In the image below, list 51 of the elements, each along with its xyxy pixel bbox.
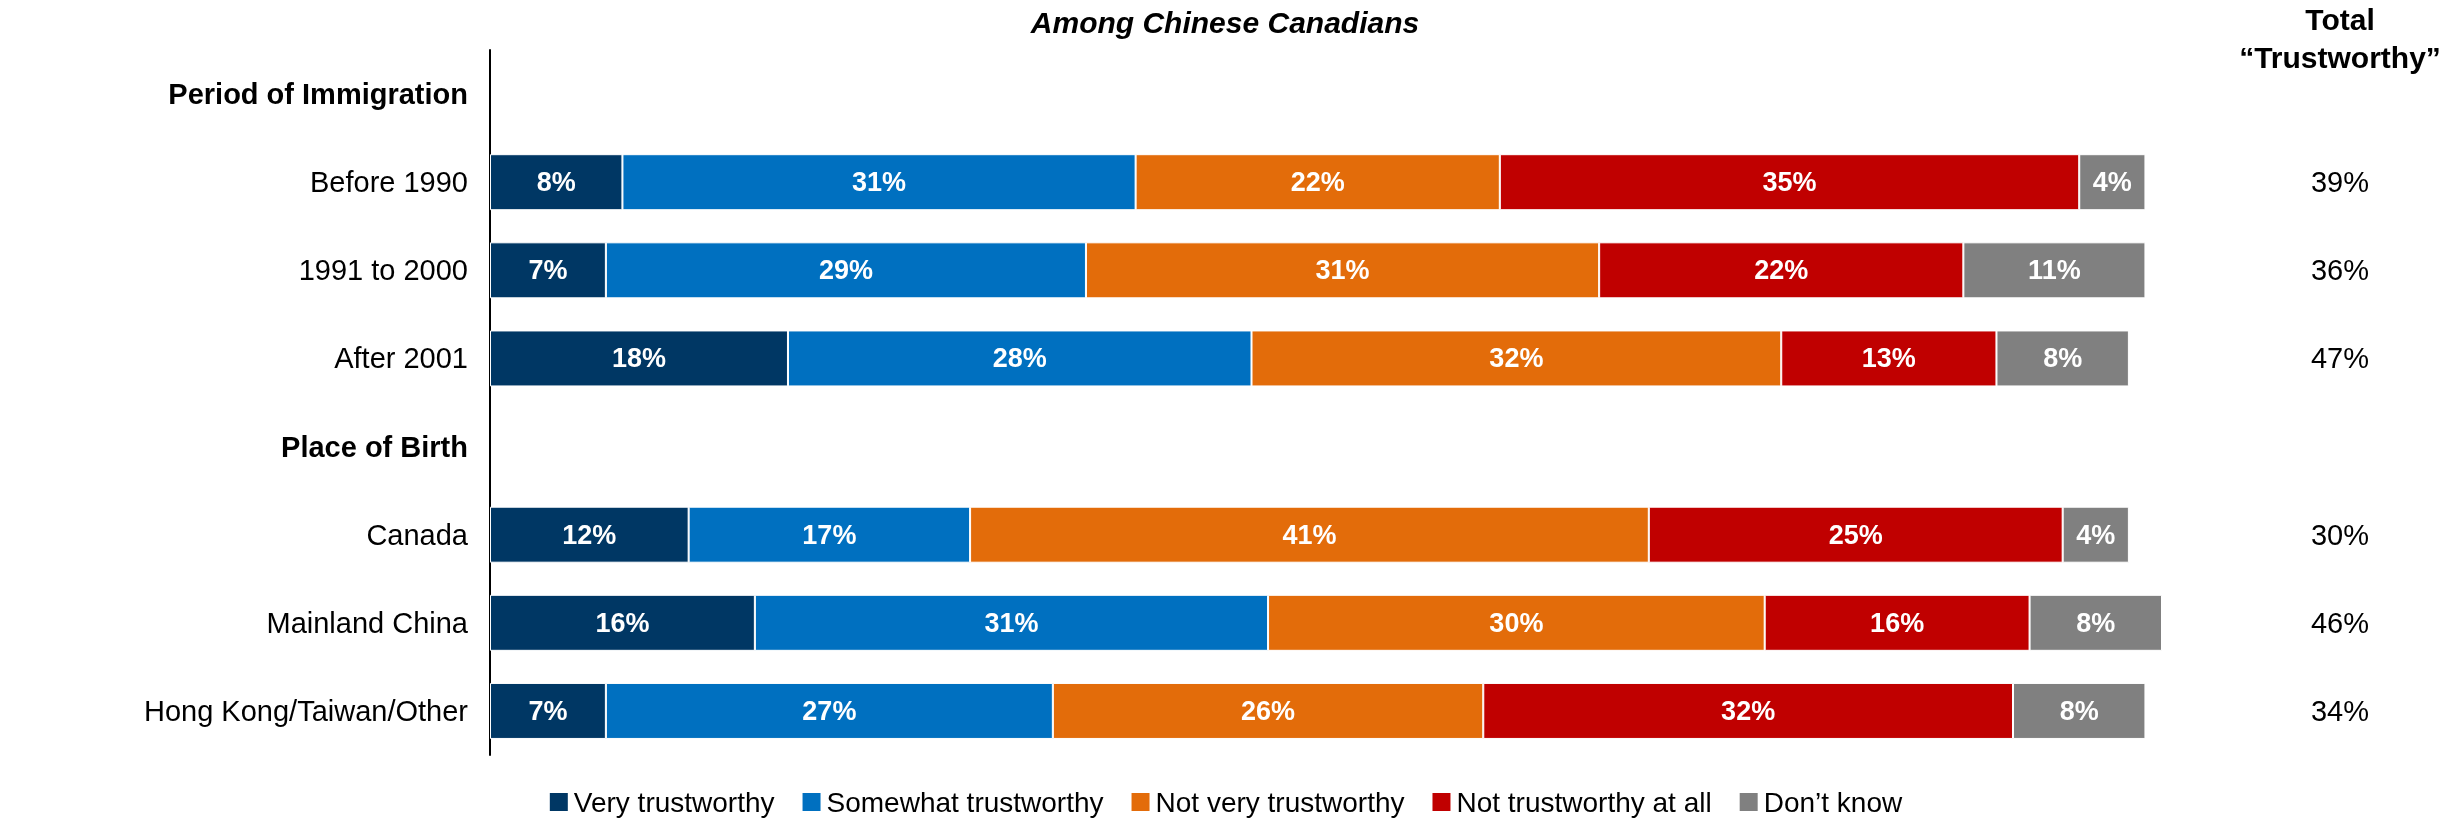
data-label: 26%	[1241, 695, 1296, 726]
data-label: 28%	[992, 343, 1047, 374]
data-label: 4%	[2092, 167, 2132, 198]
legend-label: Very trustworthy	[573, 786, 775, 818]
data-label: 8%	[536, 167, 576, 198]
y-tick-label: 1991 to 2000	[298, 254, 468, 287]
y-tick-label: Canada	[366, 518, 469, 551]
text: 30%	[2310, 518, 2370, 551]
text: 39%	[2310, 166, 2370, 199]
data-label: 35%	[1762, 167, 1817, 198]
data-label: 22%	[1754, 255, 1809, 286]
data-label: 18%	[611, 343, 667, 374]
y-tick-label: Period of Immigration	[168, 78, 468, 111]
text: 47%	[2310, 342, 2370, 375]
data-label: 27%	[802, 695, 857, 726]
data-label: 31%	[984, 607, 1039, 638]
y-tick-label: Mainland China	[266, 606, 469, 639]
data-label: 11%	[2028, 255, 2081, 286]
data-label: 16%	[1870, 607, 1925, 638]
text: Total “Trustworthy”	[2239, 2, 2441, 74]
data-label: 7%	[528, 255, 568, 286]
chart-title: Among Chinese Canadians	[1029, 5, 1420, 39]
y-tick-label: Before 1990	[309, 166, 468, 199]
data-label: 32%	[1489, 343, 1544, 374]
data-label: 12%	[562, 519, 617, 550]
data-label: 16%	[595, 607, 650, 638]
y-tick-label: Place of Birth	[281, 430, 468, 463]
data-label: 8%	[2043, 343, 2083, 374]
legend-label: Don’t know	[1763, 786, 1903, 818]
y-tick-label: After 2001	[334, 342, 468, 375]
data-label: 8%	[2076, 607, 2116, 638]
data-label: 31%	[852, 167, 907, 198]
data-label: 25%	[1828, 519, 1883, 550]
data-label: 41%	[1282, 519, 1337, 550]
legend-label: Not very trustworthy	[1155, 786, 1405, 818]
y-tick-label: Hong Kong/Taiwan/Other	[143, 694, 469, 727]
data-label: 4%	[2076, 519, 2116, 550]
data-label: 8%	[2059, 695, 2099, 726]
data-label: 22%	[1290, 167, 1345, 198]
legend-label: Not trustworthy at all	[1456, 786, 1712, 818]
data-label: 31%	[1315, 255, 1370, 286]
data-label: 7%	[528, 695, 568, 726]
data-label: 13%	[1861, 343, 1916, 374]
text: 36%	[2310, 254, 2370, 287]
data-label: 30%	[1489, 607, 1544, 638]
legend-label: Somewhat trustworthy	[826, 786, 1104, 818]
data-label: 32%	[1721, 695, 1776, 726]
text: 46%	[2310, 606, 2370, 639]
data-label: 17%	[802, 519, 857, 550]
text: 34%	[2310, 694, 2370, 727]
data-label: 29%	[818, 255, 873, 286]
